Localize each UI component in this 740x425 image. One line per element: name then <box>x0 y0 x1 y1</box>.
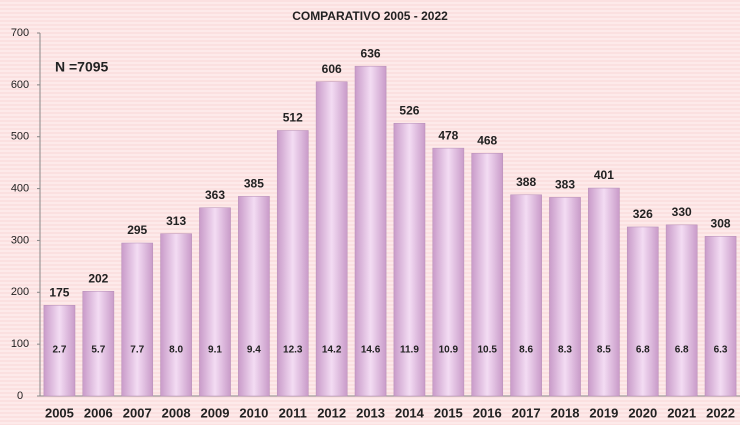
x-tick-label: 2015 <box>434 405 463 420</box>
inner-label: 10.5 <box>477 345 497 356</box>
bar <box>471 153 504 397</box>
x-tick-label: 2018 <box>551 405 580 420</box>
bar <box>393 122 426 397</box>
bar <box>82 290 115 397</box>
x-tick-label: 2016 <box>473 405 502 420</box>
x-tick-label: 2014 <box>395 405 425 420</box>
x-tick-label: 2020 <box>628 405 657 420</box>
y-tick-label: 100 <box>11 338 29 350</box>
bar <box>549 197 581 397</box>
inner-label: 14.6 <box>361 345 381 356</box>
x-tick-label: 2012 <box>317 405 346 420</box>
inner-label: 5.7 <box>91 345 105 356</box>
value-label: 606 <box>322 62 342 76</box>
value-label: 326 <box>633 207 653 221</box>
annotation: N =7095 <box>55 59 109 75</box>
y-tick-label: 600 <box>11 79 29 91</box>
inner-label: 9.1 <box>208 345 222 356</box>
x-tick-label: 2011 <box>279 405 307 420</box>
bar <box>665 224 698 397</box>
value-label: 512 <box>283 111 303 125</box>
inner-label: 8.3 <box>558 345 572 356</box>
value-label: 308 <box>711 216 731 230</box>
y-tick-label: 300 <box>11 234 29 246</box>
bar <box>432 147 465 397</box>
y-tick-label: 200 <box>11 286 29 298</box>
value-label: 636 <box>361 46 381 60</box>
inner-label: 9.4 <box>247 345 261 356</box>
bar <box>276 130 309 397</box>
inner-label: 14.2 <box>322 345 342 356</box>
x-tick-label: 2022 <box>706 405 735 420</box>
value-label: 468 <box>477 133 497 147</box>
value-label: 175 <box>49 285 69 299</box>
inner-label: 10.9 <box>439 345 459 356</box>
chart-title: COMPARATIVO 2005 - 2022 <box>292 9 448 23</box>
x-tick-label: 2013 <box>356 405 385 420</box>
inner-label: 12.3 <box>283 345 303 356</box>
bar <box>199 207 231 397</box>
bar <box>354 65 387 397</box>
y-tick-label: 500 <box>11 131 29 143</box>
value-label: 330 <box>672 205 692 219</box>
bar <box>588 187 620 397</box>
value-label: 202 <box>88 271 108 285</box>
y-tick-label: 0 <box>17 390 23 402</box>
value-label: 401 <box>594 168 614 182</box>
x-tick-label: 2005 <box>45 405 74 420</box>
y-tick-label: 700 <box>11 27 29 39</box>
bar <box>626 226 659 397</box>
value-label: 383 <box>555 178 575 192</box>
bar <box>510 194 542 397</box>
value-label: 385 <box>244 177 264 191</box>
inner-label: 2.7 <box>52 345 66 356</box>
inner-label: 6.8 <box>636 345 650 356</box>
inner-label: 7.7 <box>130 345 144 356</box>
x-tick-label: 2006 <box>84 405 113 420</box>
bar <box>121 242 154 397</box>
y-tick-label: 400 <box>11 182 29 194</box>
bar <box>160 233 192 397</box>
inner-label: 8.5 <box>597 345 611 356</box>
value-label: 478 <box>438 128 458 142</box>
inner-label: 11.9 <box>400 345 419 356</box>
value-label: 388 <box>516 175 536 189</box>
x-tick-label: 2008 <box>162 405 191 420</box>
x-tick-label: 2010 <box>239 405 268 420</box>
x-tick-label: 2007 <box>123 405 152 420</box>
value-label: 295 <box>127 223 147 237</box>
value-label: 363 <box>205 188 225 202</box>
inner-label: 8.6 <box>519 345 533 356</box>
x-tick-label: 2019 <box>589 405 618 420</box>
bar <box>315 81 348 397</box>
inner-label: 6.8 <box>675 345 689 356</box>
bar <box>43 305 76 397</box>
value-label: 313 <box>166 214 186 228</box>
bar <box>238 196 270 397</box>
value-label: 526 <box>399 103 419 117</box>
x-tick-label: 2017 <box>512 405 541 420</box>
x-tick-label: 2009 <box>201 405 230 420</box>
inner-label: 6.3 <box>714 345 728 356</box>
x-tick-label: 2021 <box>667 405 696 420</box>
inner-label: 8.0 <box>169 345 183 356</box>
bar <box>704 236 737 397</box>
